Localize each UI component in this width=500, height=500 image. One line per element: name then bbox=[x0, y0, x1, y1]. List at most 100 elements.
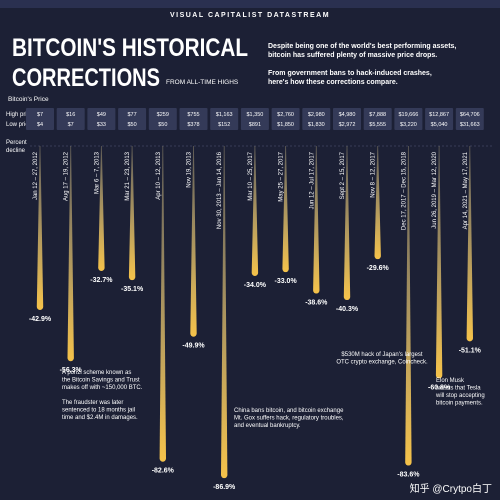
value-label: -51.1% bbox=[459, 347, 482, 354]
price-box bbox=[56, 108, 85, 130]
low-price: $1,850 bbox=[277, 122, 294, 128]
low-price: $5,555 bbox=[369, 122, 386, 128]
drip-bar bbox=[67, 146, 74, 362]
drip-bar bbox=[313, 146, 320, 294]
annotation: $530M hack of Japan's largest bbox=[341, 352, 423, 358]
date-label: Nov 19, 2013 bbox=[187, 151, 193, 187]
date-label: Mar 10 – 25, 2017 bbox=[248, 151, 254, 200]
drip-bar bbox=[374, 146, 381, 260]
title: BITCOIN'S HISTORICAL bbox=[12, 34, 248, 62]
high-price: $1,163 bbox=[216, 112, 233, 118]
annotation: Elon Musk bbox=[436, 378, 465, 384]
intro-text: From government bans to hack-induced cra… bbox=[268, 70, 432, 77]
high-price: $64,706 bbox=[460, 112, 480, 118]
high-price: $77 bbox=[128, 112, 137, 118]
price-box bbox=[333, 108, 361, 130]
price-box bbox=[363, 108, 392, 130]
date-label: Nov 30, 2013 – Jan 14, 2016 bbox=[217, 151, 223, 229]
high-price: $4,980 bbox=[339, 112, 356, 118]
drip-bar bbox=[251, 146, 259, 276]
decline-label: decline bbox=[6, 148, 26, 154]
date-label: Sept 2 – 15, 2017 bbox=[340, 151, 346, 199]
price-box bbox=[240, 108, 269, 130]
low-price: $891 bbox=[249, 122, 261, 128]
date-label: Apr 10 – 12, 2013 bbox=[156, 151, 162, 199]
price-box bbox=[302, 108, 331, 130]
title: CORRECTIONS bbox=[12, 64, 160, 92]
low-price: $2,972 bbox=[339, 122, 356, 128]
low-price: $3,220 bbox=[400, 122, 417, 128]
price-box bbox=[425, 108, 454, 130]
low-label: Low price bbox=[6, 122, 32, 128]
annotation: makes off with ~150,000 BTC. bbox=[62, 385, 143, 391]
annotation: bitcoin payments. bbox=[436, 401, 483, 407]
date-label: Jan 12 – 27, 2012 bbox=[33, 151, 39, 200]
annotation: tweets that Tesla bbox=[436, 386, 481, 392]
drip-bar bbox=[343, 146, 351, 301]
high-price: $7,888 bbox=[369, 112, 386, 118]
top-band bbox=[0, 0, 500, 8]
drip-bar bbox=[435, 146, 443, 379]
price-box bbox=[179, 108, 208, 130]
high-price: $1,350 bbox=[246, 112, 263, 118]
high-price: $12,867 bbox=[429, 112, 449, 118]
annotation: time and $2.4M in damages. bbox=[62, 415, 138, 421]
date-label: Nov 8 – 12, 2017 bbox=[371, 151, 377, 197]
value-label: -82.6% bbox=[152, 468, 175, 475]
value-label: -40.3% bbox=[336, 306, 359, 313]
annotation: and eventual bankruptcy. bbox=[234, 423, 301, 429]
date-label: Jun 12 – Jul 17, 2017 bbox=[309, 151, 315, 209]
low-price: $378 bbox=[187, 122, 199, 128]
drip-bar bbox=[128, 146, 136, 281]
source: VISUAL CAPITALIST DATASTREAM bbox=[170, 12, 330, 19]
price-box bbox=[210, 108, 239, 130]
intro-text: Despite being one of the world's best pe… bbox=[268, 43, 456, 50]
high-price: $2,980 bbox=[308, 112, 325, 118]
drip-bar bbox=[221, 146, 228, 479]
low-price: $1,830 bbox=[308, 122, 325, 128]
low-price: $4 bbox=[37, 122, 43, 128]
price-label: Bitcoin's Price bbox=[8, 96, 49, 103]
date-label: Mar 21 – 23, 2013 bbox=[125, 151, 131, 200]
low-price: $31,663 bbox=[460, 122, 480, 128]
drip-bar bbox=[282, 146, 289, 273]
annotation: The fraudster was later bbox=[62, 400, 123, 406]
price-box bbox=[26, 108, 54, 130]
date-label: Aug 17 – 19, 2012 bbox=[64, 151, 70, 201]
annotation: OTC crypto exchange, Coincheck. bbox=[336, 360, 428, 366]
price-box bbox=[271, 108, 300, 130]
high-price: $16 bbox=[66, 112, 75, 118]
value-label: -56.3% bbox=[60, 367, 83, 374]
low-price: $50 bbox=[128, 122, 137, 128]
price-box bbox=[455, 108, 484, 130]
high-price: $19,666 bbox=[398, 112, 418, 118]
date-label: Dec 17, 2017 – Dec 15, 2018 bbox=[401, 151, 407, 230]
value-label: -29.6% bbox=[367, 265, 390, 272]
date-label: May 25 – 27, 2017 bbox=[279, 151, 285, 201]
drip-bar bbox=[159, 146, 166, 462]
high-price: $49 bbox=[97, 112, 106, 118]
value-label: -38.6% bbox=[305, 300, 328, 307]
value-label: -49.9% bbox=[182, 343, 205, 350]
intro-text: bitcoin has suffered plenty of massive p… bbox=[268, 52, 437, 59]
watermark: 知乎 @Crytpo白丁 bbox=[410, 482, 492, 495]
annotation: the Bitcoin Savings and Trust bbox=[62, 378, 140, 384]
intro-text: here's how these corrections compare. bbox=[268, 79, 398, 86]
annotation: China bans bitcoin, and bitcoin exchange bbox=[234, 408, 344, 414]
high-price: $7 bbox=[37, 112, 43, 118]
drip-bar bbox=[466, 146, 473, 342]
date-label: Apr 14, 2021 – May 17, 2021 bbox=[463, 151, 469, 229]
drip-bar bbox=[98, 146, 105, 271]
value-label: -32.7% bbox=[90, 277, 113, 284]
date-label: Jun 26, 2019 – Mar 12, 2020 bbox=[432, 151, 438, 228]
value-label: -33.0% bbox=[275, 278, 298, 285]
date-label: Mar 6 – 7, 2013 bbox=[94, 151, 100, 194]
subtitle: FROM ALL-TIME HIGHS bbox=[166, 79, 239, 86]
high-label: High price bbox=[6, 112, 34, 118]
value-label: -86.9% bbox=[213, 484, 236, 491]
low-price: $33 bbox=[97, 122, 106, 128]
low-price: $7 bbox=[68, 122, 74, 128]
low-price: $5,040 bbox=[431, 122, 448, 128]
price-box bbox=[118, 108, 147, 130]
